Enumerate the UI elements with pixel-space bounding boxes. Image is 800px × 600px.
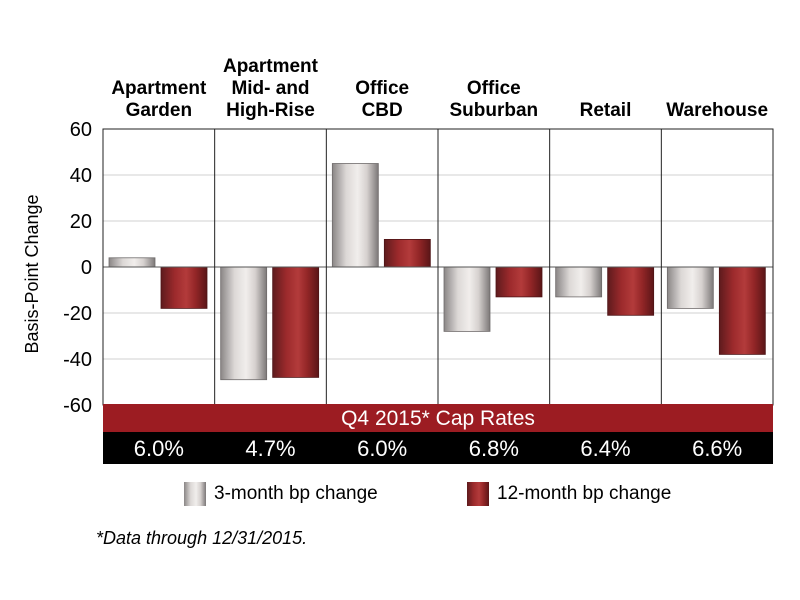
bar-3-month-5: [666, 266, 714, 309]
y-tick-label: -40: [63, 349, 92, 371]
cap-rate-band: Q4 2015* Cap Rates 6.0% 4.7% 6.0% 6.8% 6.4% 6.…: [103, 404, 773, 464]
legend-swatch-12-month: [467, 482, 489, 506]
bar-12-month-3: [495, 266, 543, 298]
category-label: Suburban: [449, 100, 538, 121]
y-tick-label: -60: [63, 395, 92, 417]
y-tick-label: 40: [70, 165, 92, 187]
cap-rate-value: 4.7%: [245, 436, 295, 461]
category-label: Mid- and: [231, 78, 309, 99]
category-label: Retail: [580, 100, 632, 121]
bar-3-month-2: [331, 163, 379, 268]
bar-12-month-0: [160, 266, 208, 309]
bar-12-month-2: [383, 238, 431, 268]
legend-item-12-month: 12-month bp change: [467, 482, 671, 506]
category-label: Apartment: [223, 56, 319, 77]
y-tick-label: 20: [70, 211, 92, 233]
cap-rate-value: 6.4%: [580, 436, 630, 461]
footnote: *Data through 12/31/2015.: [96, 528, 308, 548]
y-axis-label: Basis-Point Change: [22, 194, 42, 353]
cap-rate-value: 6.8%: [469, 436, 519, 461]
category-label: CBD: [362, 100, 403, 121]
category-label: High-Rise: [226, 100, 315, 121]
bar-3-month-4: [555, 266, 603, 298]
cap-rate-value: 6.0%: [357, 436, 407, 461]
bar-12-month-5: [718, 266, 766, 355]
bar-12-month-1: [272, 266, 320, 378]
cap-rate-value: 6.6%: [692, 436, 742, 461]
y-axis-ticks: 60 40 20 0 -20 -40 -60: [63, 119, 92, 417]
bars: [108, 163, 766, 381]
band-title: Q4 2015* Cap Rates: [341, 407, 535, 430]
y-tick-label: 60: [70, 119, 92, 141]
legend-label-3-month: 3-month bp change: [214, 483, 378, 504]
plot-frame: [102, 128, 774, 406]
category-label: Apartment: [111, 78, 207, 99]
category-label: Garden: [126, 100, 193, 121]
bar-3-month-0: [108, 257, 156, 268]
category-label: Office: [355, 78, 409, 99]
y-tick-label: -20: [63, 303, 92, 325]
legend-item-3-month: 3-month bp change: [184, 482, 378, 506]
bar-3-month-3: [443, 266, 491, 332]
band-title-bar: [103, 404, 773, 432]
category-label: Warehouse: [666, 100, 768, 121]
legend-label-12-month: 12-month bp change: [497, 483, 672, 504]
bar-3-month-1: [220, 266, 268, 381]
cap-rate-value: 6.0%: [134, 436, 184, 461]
y-tick-label: 0: [81, 257, 92, 279]
category-label: Office: [467, 78, 521, 99]
cap-rate-row: [103, 432, 773, 464]
legend-swatch-3-month: [184, 482, 206, 506]
bar-12-month-4: [607, 266, 655, 316]
